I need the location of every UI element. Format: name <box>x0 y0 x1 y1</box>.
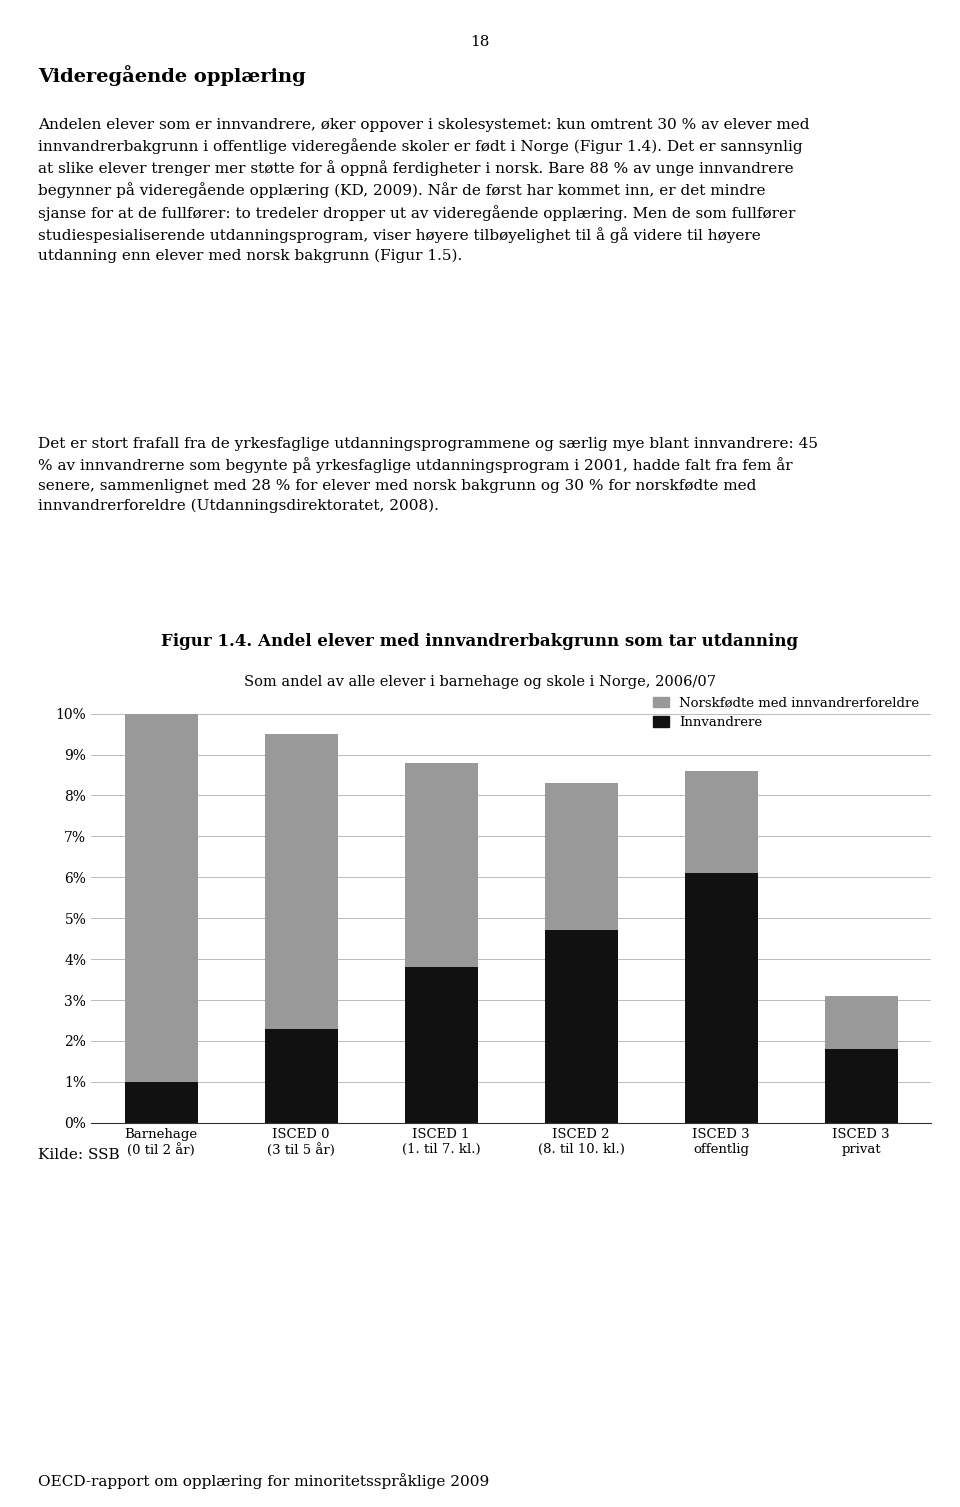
Text: 18: 18 <box>470 35 490 48</box>
Bar <box>684 772 757 873</box>
Bar <box>544 784 617 930</box>
Bar <box>825 1049 898 1123</box>
Legend: Norskfødte med innvandrerforeldre, Innvandrere: Norskfødte med innvandrerforeldre, Innva… <box>648 692 924 734</box>
Text: Videregående opplæring: Videregående opplæring <box>38 65 306 86</box>
Bar <box>125 714 198 1082</box>
Text: Kilde: SSB: Kilde: SSB <box>38 1148 120 1162</box>
Bar <box>405 763 477 967</box>
Text: Figur 1.4. Andel elever med innvandrerbakgrunn som tar utdanning: Figur 1.4. Andel elever med innvandrerba… <box>161 633 799 650</box>
Bar <box>265 1029 338 1123</box>
Bar <box>125 1082 198 1123</box>
Bar <box>265 734 338 1029</box>
Bar <box>544 930 617 1123</box>
Bar <box>684 873 757 1123</box>
Text: Som andel av alle elever i barnehage og skole i Norge, 2006/07: Som andel av alle elever i barnehage og … <box>244 675 716 689</box>
Bar <box>825 996 898 1049</box>
Text: OECD-rapport om opplæring for minoritetsspråklige 2009: OECD-rapport om opplæring for minoritets… <box>38 1472 490 1489</box>
Bar <box>405 967 477 1123</box>
Text: Andelen elever som er innvandrere, øker oppover i skolesystemet: kun omtrent 30 : Andelen elever som er innvandrere, øker … <box>38 118 810 264</box>
Text: Det er stort frafall fra de yrkesfaglige utdanningsprogrammene og særlig mye bla: Det er stort frafall fra de yrkesfaglige… <box>38 437 818 512</box>
